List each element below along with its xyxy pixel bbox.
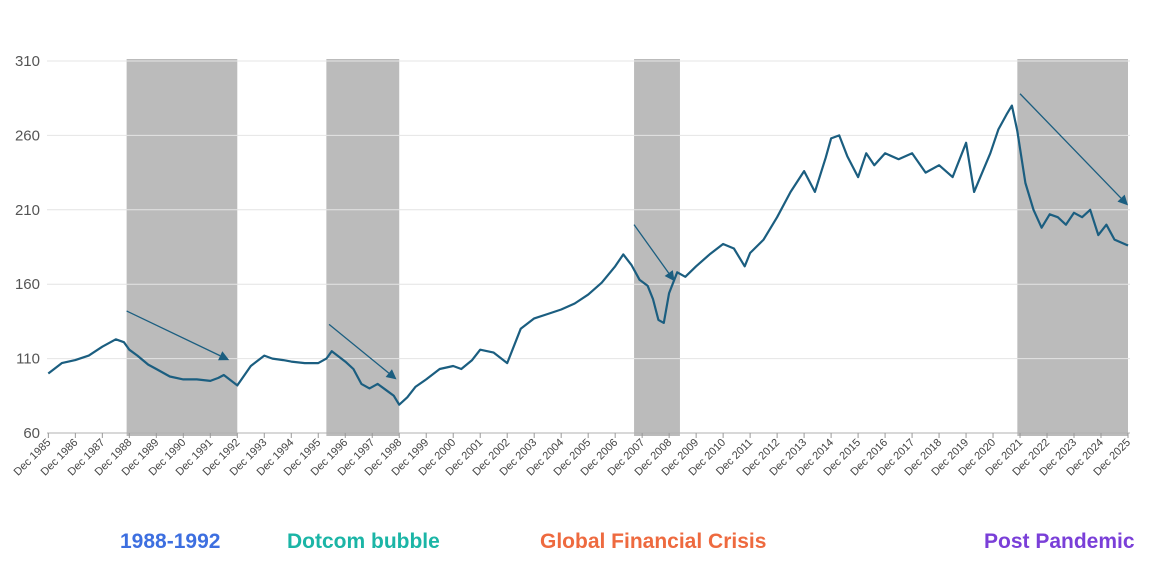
x-axis-ticks	[47, 433, 1129, 438]
trend-arrow-3	[1019, 93, 1128, 206]
period-label-dotcom: Dotcom bubble	[287, 530, 440, 553]
y-axis-labels: 60 110 160 210 260 310	[15, 53, 40, 442]
y-tick-label: 160	[15, 276, 40, 293]
period-labels: 1988-1992 Dotcom bubble Global Financial…	[0, 530, 1152, 564]
trend-arrow-0	[126, 310, 230, 361]
period-label-post-pandemic: Post Pandemic	[984, 530, 1135, 553]
period-label-1988-1992: 1988-1992	[120, 530, 221, 553]
shaded-period-1	[326, 59, 400, 436]
y-tick-label: 60	[23, 425, 40, 442]
period-label-gfc: Global Financial Crisis	[540, 530, 767, 553]
trend-arrows	[126, 93, 1128, 380]
y-tick-label: 310	[15, 53, 40, 70]
trend-arrow-1	[328, 323, 397, 380]
shaded-period-0	[126, 59, 238, 436]
y-tick-label: 210	[15, 202, 40, 219]
trend-arrow-2	[633, 224, 675, 282]
shaded-period-3	[1017, 59, 1128, 436]
shaded-periods	[126, 59, 1128, 436]
y-tick-label: 110	[16, 351, 40, 368]
shaded-period-2	[634, 59, 680, 436]
y-tick-label: 260	[15, 127, 40, 144]
series-line	[47, 104, 1129, 406]
